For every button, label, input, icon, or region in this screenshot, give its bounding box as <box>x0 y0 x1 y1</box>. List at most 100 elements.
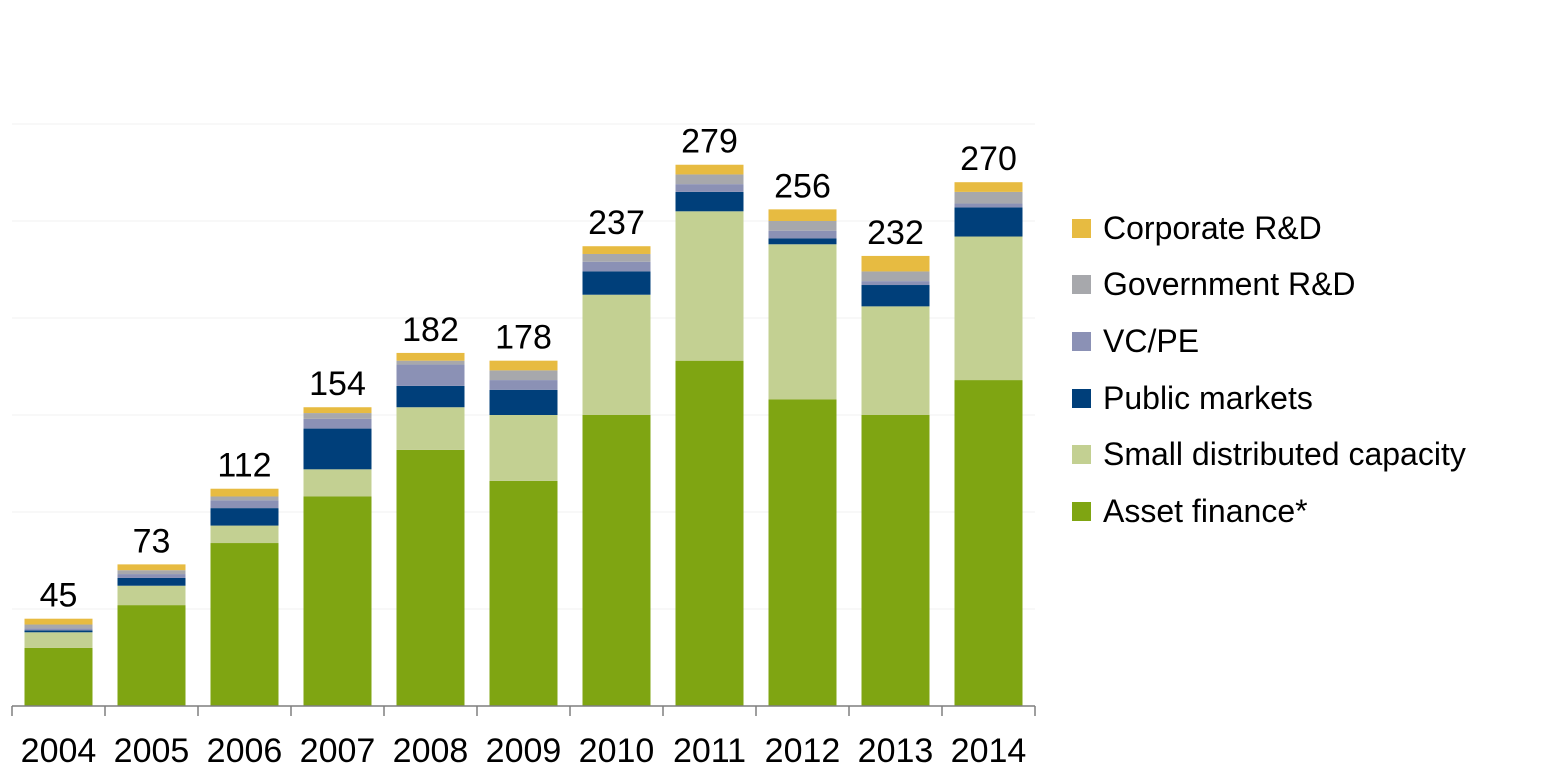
bar-segment <box>303 413 372 419</box>
bar-segment <box>861 271 930 282</box>
x-axis <box>11 705 1036 716</box>
legend-label: Corporate R&D <box>1103 209 1322 246</box>
bar-segment <box>24 630 93 633</box>
x-tick-label: 2005 <box>114 732 190 768</box>
bar-segment <box>582 253 651 262</box>
bar-stack-2014 <box>954 182 1023 706</box>
bar-segment <box>768 399 837 706</box>
bar-segment <box>768 209 837 221</box>
bar-segment <box>303 496 372 706</box>
bar-segment <box>861 285 930 307</box>
bar-segment <box>303 418 372 429</box>
bar-segment <box>117 577 186 586</box>
x-tick-label: 2011 <box>673 732 746 768</box>
bar-segment <box>396 407 465 450</box>
bar-segment <box>24 647 93 706</box>
legend-swatch <box>1072 331 1091 351</box>
bar-segment <box>117 585 186 606</box>
legend-swatch <box>1072 218 1091 238</box>
x-tick-label: 2012 <box>765 732 841 768</box>
x-tick-label: 2009 <box>486 732 562 768</box>
bar-segment <box>489 415 558 481</box>
total-label: 154 <box>309 365 366 403</box>
bar-stack-2013 <box>861 255 930 706</box>
bar-segment <box>24 632 93 648</box>
bar-segment <box>675 211 744 361</box>
bar-stack-2010 <box>582 246 651 706</box>
x-tick-label: 2006 <box>207 732 283 768</box>
bar-stack-2012 <box>768 209 837 706</box>
stacked-bar-chart: 45 73 112 154 182 178 237 279 256 232 270 2004 2005… <box>11 123 1036 768</box>
bar-segment <box>210 525 279 544</box>
bar-segment <box>303 428 372 470</box>
chart-legend: Corporate R&D Government R&D VC/PE Public m… <box>1072 200 1542 540</box>
legend-swatch <box>1072 388 1091 408</box>
legend-item: Corporate R&D <box>1072 200 1542 257</box>
bar-segment <box>768 221 837 231</box>
bar-segment <box>210 508 279 526</box>
bar-segment <box>675 164 744 175</box>
bar-segment <box>675 360 744 706</box>
legend-item: Public markets <box>1072 370 1542 427</box>
bar-segment <box>396 352 465 361</box>
bar-stack-2008 <box>396 352 465 706</box>
bar-segment <box>489 380 558 390</box>
legend-item: Asset finance* <box>1072 483 1542 540</box>
total-label: 232 <box>867 214 924 252</box>
bar-segment <box>117 605 186 706</box>
bar-segment <box>954 236 1023 381</box>
bar-segment <box>768 238 837 245</box>
bar-segment <box>210 500 279 509</box>
bar-segment <box>489 480 558 706</box>
bar-segment <box>954 182 1023 192</box>
total-label: 178 <box>495 319 552 357</box>
x-tick-labels: 2004 2005 2006 2007 2008 2009 2010 2011 2012 2013… <box>21 732 1027 768</box>
bar-segment <box>675 184 744 192</box>
x-tick-label: 2010 <box>579 732 655 768</box>
total-label: 279 <box>681 123 738 161</box>
total-labels: 45 73 112 154 182 178 237 279 256 232 270 <box>40 123 1017 615</box>
bar-segment <box>396 385 465 408</box>
legend-label: Government R&D <box>1103 266 1356 303</box>
x-tick-label: 2007 <box>300 732 376 768</box>
legend-item: Small distributed capacity <box>1072 426 1542 483</box>
bar-stack-2009 <box>489 360 558 706</box>
bar-segment <box>489 360 558 371</box>
x-tick-label: 2008 <box>393 732 469 768</box>
bar-segment <box>675 174 744 185</box>
x-tick-label: 2014 <box>951 732 1027 768</box>
bar-segment <box>582 415 651 706</box>
bar-stack-2007 <box>303 407 372 706</box>
bar-stack-2006 <box>210 488 279 706</box>
bar-segment <box>768 230 837 239</box>
bar-segment <box>861 415 930 706</box>
bar-stack-2004 <box>24 618 93 706</box>
bar-segment <box>303 407 372 414</box>
bar-segment <box>861 281 930 286</box>
legend-label: Asset finance* <box>1103 492 1308 529</box>
bar-segment <box>954 207 1023 237</box>
legend-swatch <box>1072 445 1091 465</box>
total-label: 45 <box>40 577 78 615</box>
total-label: 256 <box>774 167 831 205</box>
legend-swatch <box>1072 501 1091 521</box>
x-tick-label: 2004 <box>21 732 97 768</box>
bar-stack-2005 <box>117 564 186 706</box>
legend-label: Public markets <box>1103 379 1313 416</box>
total-label: 182 <box>402 311 459 349</box>
bar-segment <box>954 191 1023 204</box>
bar-segment <box>675 191 744 212</box>
total-label: 73 <box>133 522 171 560</box>
total-label: 112 <box>217 447 271 485</box>
bar-segment <box>396 364 465 386</box>
bar-segment <box>396 449 465 706</box>
bar-segment <box>24 628 93 631</box>
bar-segment <box>954 380 1023 706</box>
bar-segment <box>24 624 93 629</box>
bar-segment <box>210 496 279 501</box>
bar-stack-2011 <box>675 164 744 706</box>
legend-label: VC/PE <box>1103 322 1200 359</box>
bar-segment <box>489 370 558 381</box>
legend-swatch <box>1072 275 1091 295</box>
